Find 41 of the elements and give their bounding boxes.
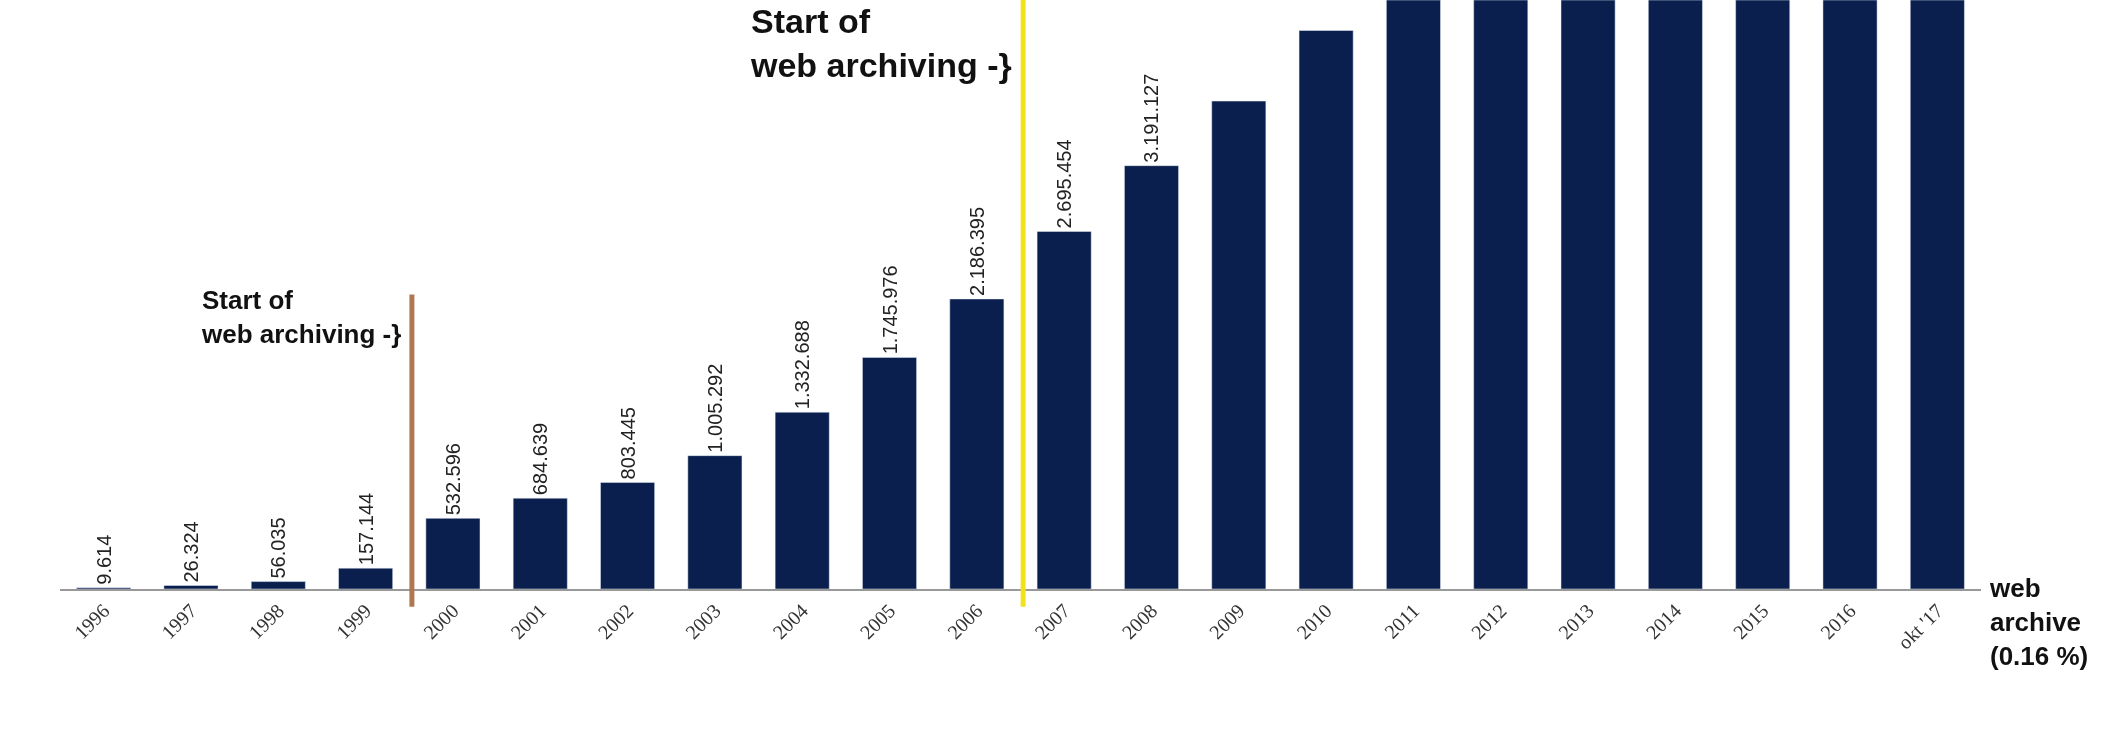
bar — [1560, 0, 1616, 589]
data-label: 9.614 — [92, 534, 115, 585]
x-tick-label: 2011 — [1380, 599, 1424, 643]
data-label: 2.695.454 — [1053, 139, 1076, 229]
bar — [1211, 100, 1267, 589]
bar — [1298, 30, 1354, 589]
ref-line-label: Start of web archiving -} — [750, 2, 1012, 85]
data-label: 2.186.395 — [965, 206, 988, 296]
bar — [1910, 0, 1965, 589]
data-label: 56.035 — [267, 517, 290, 579]
text: web archive (0.16 %) — [1989, 573, 2089, 671]
bar — [338, 567, 393, 589]
ref-line-label: Start of web archiving -} — [201, 285, 402, 349]
bar — [1124, 165, 1179, 589]
bar — [163, 585, 219, 589]
bar — [1648, 0, 1703, 589]
bar — [862, 357, 917, 589]
data-label: 684.639 — [529, 422, 552, 496]
data-label: 803.445 — [616, 407, 639, 480]
data-label: 1.005.292 — [703, 363, 726, 453]
bar — [949, 298, 1005, 589]
bar — [687, 455, 743, 589]
data-label: 1.332.688 — [791, 320, 814, 410]
bar — [425, 518, 481, 589]
bar — [600, 482, 655, 589]
bar — [250, 581, 306, 589]
bar — [1735, 0, 1791, 589]
x-tick-label: 1999 — [331, 599, 376, 644]
bar — [774, 411, 830, 589]
x-tick-label: 1998 — [244, 599, 289, 644]
data-label: 26.324 — [179, 521, 202, 583]
bar — [1822, 0, 1878, 589]
data-label: 157.144 — [354, 492, 377, 566]
bar — [512, 497, 568, 589]
data-label: 3.191.127 — [1140, 73, 1163, 163]
data-label: 1.745.976 — [878, 265, 901, 355]
bar — [1386, 0, 1441, 589]
x-tick-label: okt '17 — [1893, 599, 1948, 654]
data-label: 532.596 — [441, 443, 464, 516]
bar — [1473, 0, 1529, 589]
bar — [1036, 231, 1092, 589]
